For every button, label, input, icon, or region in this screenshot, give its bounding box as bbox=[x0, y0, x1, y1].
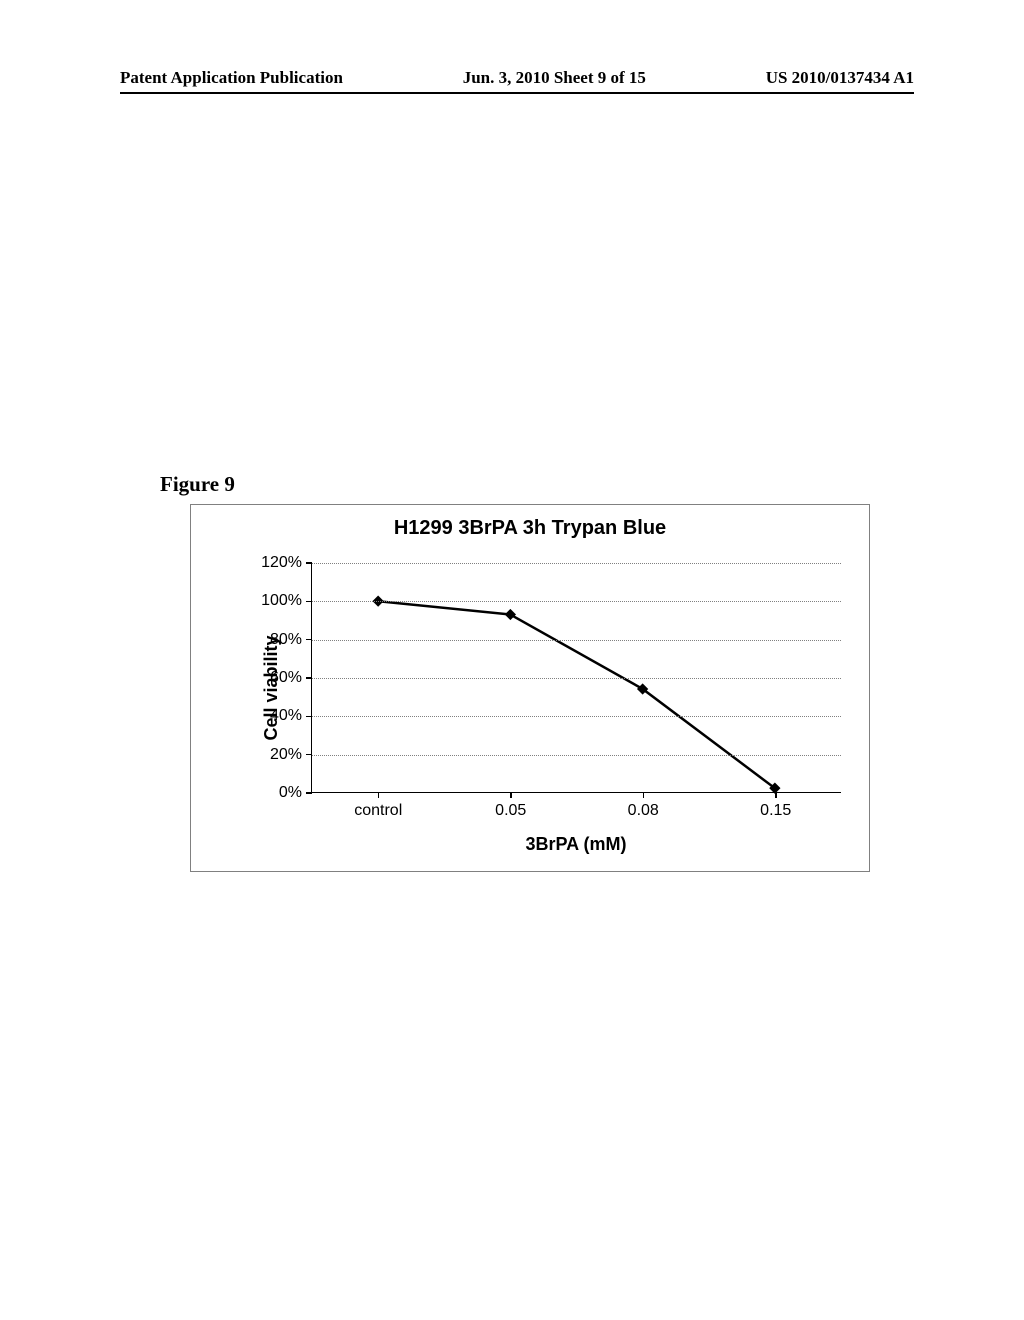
x-tick-label: control bbox=[354, 802, 402, 820]
y-tick-label: 80% bbox=[270, 631, 302, 649]
x-tick bbox=[378, 792, 380, 798]
x-tick-label: 0.08 bbox=[628, 802, 659, 820]
gridline bbox=[312, 755, 841, 756]
y-tick bbox=[306, 792, 312, 794]
y-tick-label: 40% bbox=[270, 707, 302, 725]
figure-caption: Figure 9 bbox=[160, 472, 235, 497]
header-right: US 2010/0137434 A1 bbox=[766, 68, 914, 88]
y-tick bbox=[306, 639, 312, 641]
data-line bbox=[378, 601, 775, 788]
y-tick bbox=[306, 562, 312, 564]
header-left: Patent Application Publication bbox=[120, 68, 343, 88]
gridline bbox=[312, 563, 841, 564]
y-tick bbox=[306, 677, 312, 679]
x-tick bbox=[775, 792, 777, 798]
y-tick bbox=[306, 716, 312, 718]
y-tick-label: 100% bbox=[261, 592, 302, 610]
header-center: Jun. 3, 2010 Sheet 9 of 15 bbox=[463, 68, 646, 88]
y-tick-label: 20% bbox=[270, 746, 302, 764]
x-tick bbox=[510, 792, 512, 798]
x-tick-label: 0.05 bbox=[495, 802, 526, 820]
gridline bbox=[312, 678, 841, 679]
y-tick bbox=[306, 754, 312, 756]
gridline bbox=[312, 716, 841, 717]
x-tick-label: 0.15 bbox=[760, 802, 791, 820]
y-tick bbox=[306, 601, 312, 603]
chart-title: H1299 3BrPA 3h Trypan Blue bbox=[191, 517, 869, 540]
data-marker bbox=[505, 609, 516, 620]
header-rule bbox=[120, 92, 914, 94]
page-header: Patent Application Publication Jun. 3, 2… bbox=[0, 68, 1024, 88]
chart-container: H1299 3BrPA 3h Trypan Blue Cell viabilit… bbox=[190, 504, 870, 872]
x-axis-label: 3BrPA (mM) bbox=[311, 834, 841, 855]
gridline bbox=[312, 601, 841, 602]
y-tick-label: 120% bbox=[261, 554, 302, 572]
plot-area: 0%20%40%60%80%100%120%control0.050.080.1… bbox=[311, 563, 841, 793]
x-tick bbox=[643, 792, 645, 798]
gridline bbox=[312, 640, 841, 641]
y-tick-label: 0% bbox=[279, 784, 302, 802]
y-tick-label: 60% bbox=[270, 669, 302, 687]
